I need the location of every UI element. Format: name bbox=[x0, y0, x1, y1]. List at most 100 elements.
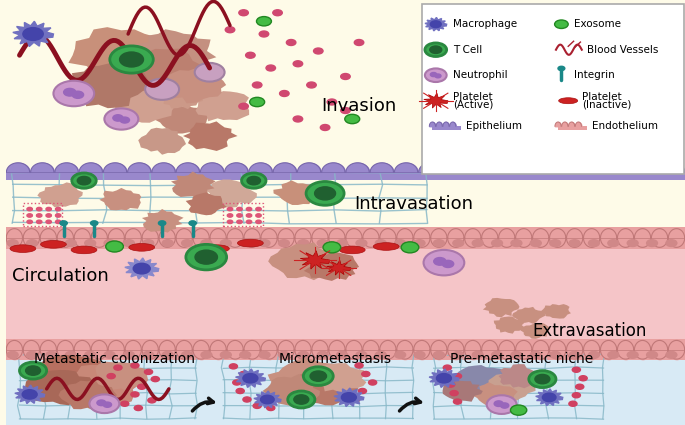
Circle shape bbox=[134, 405, 142, 411]
Polygon shape bbox=[268, 358, 343, 402]
Circle shape bbox=[340, 74, 350, 79]
Circle shape bbox=[239, 10, 249, 16]
Circle shape bbox=[425, 43, 447, 57]
Circle shape bbox=[288, 391, 315, 408]
Bar bbox=[6, 238, 685, 351]
Circle shape bbox=[472, 351, 483, 358]
Polygon shape bbox=[425, 17, 447, 31]
Text: Platelet: Platelet bbox=[453, 92, 493, 102]
Circle shape bbox=[355, 363, 363, 368]
Circle shape bbox=[195, 250, 217, 264]
Polygon shape bbox=[499, 364, 539, 388]
Circle shape bbox=[351, 397, 360, 402]
Circle shape bbox=[492, 351, 503, 358]
Circle shape bbox=[256, 214, 261, 217]
Text: Intravasation: Intravasation bbox=[354, 195, 473, 213]
Polygon shape bbox=[171, 171, 216, 198]
Circle shape bbox=[256, 17, 271, 26]
Circle shape bbox=[201, 351, 212, 358]
Circle shape bbox=[85, 240, 96, 246]
Circle shape bbox=[46, 207, 51, 211]
Circle shape bbox=[46, 220, 51, 224]
Circle shape bbox=[627, 240, 638, 246]
Circle shape bbox=[77, 176, 90, 185]
Bar bbox=[432, 126, 461, 130]
Circle shape bbox=[279, 240, 289, 246]
Circle shape bbox=[293, 116, 303, 122]
Circle shape bbox=[530, 240, 541, 246]
Circle shape bbox=[647, 240, 658, 246]
Polygon shape bbox=[153, 103, 212, 133]
Polygon shape bbox=[536, 389, 563, 406]
Bar bbox=[6, 339, 685, 350]
Circle shape bbox=[375, 240, 386, 246]
Text: Integrin: Integrin bbox=[573, 70, 614, 80]
Bar bbox=[6, 238, 685, 249]
Circle shape bbox=[182, 240, 192, 246]
Circle shape bbox=[647, 351, 658, 358]
Circle shape bbox=[492, 240, 503, 246]
Circle shape bbox=[453, 374, 462, 379]
Circle shape bbox=[494, 401, 503, 406]
Bar bbox=[558, 126, 586, 130]
Circle shape bbox=[227, 207, 233, 211]
Polygon shape bbox=[68, 27, 172, 83]
Polygon shape bbox=[15, 385, 45, 404]
Polygon shape bbox=[334, 388, 364, 407]
Circle shape bbox=[487, 395, 516, 414]
Circle shape bbox=[104, 240, 115, 246]
Circle shape bbox=[27, 214, 32, 217]
Polygon shape bbox=[304, 252, 359, 281]
Circle shape bbox=[260, 395, 274, 404]
Circle shape bbox=[256, 220, 261, 224]
Circle shape bbox=[195, 63, 225, 82]
Circle shape bbox=[201, 240, 212, 246]
Circle shape bbox=[158, 221, 166, 225]
Circle shape bbox=[19, 362, 47, 379]
Circle shape bbox=[121, 401, 129, 406]
Text: Invasion: Invasion bbox=[321, 97, 397, 115]
Circle shape bbox=[253, 403, 261, 408]
Circle shape bbox=[369, 380, 377, 385]
Ellipse shape bbox=[71, 246, 97, 254]
Circle shape bbox=[186, 244, 227, 270]
Circle shape bbox=[434, 258, 446, 265]
Circle shape bbox=[317, 240, 328, 246]
Circle shape bbox=[237, 220, 242, 224]
Polygon shape bbox=[512, 307, 546, 324]
Ellipse shape bbox=[339, 246, 365, 254]
Circle shape bbox=[8, 240, 18, 246]
Circle shape bbox=[247, 207, 251, 211]
Circle shape bbox=[336, 351, 347, 358]
Polygon shape bbox=[494, 317, 525, 334]
Polygon shape bbox=[429, 369, 459, 388]
Circle shape bbox=[336, 240, 347, 246]
Circle shape bbox=[72, 173, 96, 188]
Text: Epithelium: Epithelium bbox=[466, 121, 523, 131]
Circle shape bbox=[569, 401, 577, 406]
Circle shape bbox=[314, 48, 323, 54]
Bar bbox=[6, 227, 685, 238]
Circle shape bbox=[97, 400, 106, 405]
Circle shape bbox=[25, 366, 40, 375]
Circle shape bbox=[321, 125, 330, 130]
Circle shape bbox=[286, 40, 296, 45]
Circle shape bbox=[323, 242, 340, 253]
Circle shape bbox=[22, 390, 37, 399]
Polygon shape bbox=[236, 369, 265, 388]
Text: Macrophage: Macrophage bbox=[453, 19, 517, 29]
Circle shape bbox=[453, 351, 464, 358]
Ellipse shape bbox=[40, 241, 66, 248]
Polygon shape bbox=[300, 251, 330, 269]
Circle shape bbox=[107, 374, 115, 379]
Circle shape bbox=[627, 351, 638, 358]
Circle shape bbox=[294, 395, 309, 404]
Polygon shape bbox=[58, 380, 117, 411]
Circle shape bbox=[143, 351, 153, 358]
Circle shape bbox=[340, 108, 350, 113]
Text: Blood Vessels: Blood Vessels bbox=[587, 45, 658, 55]
Circle shape bbox=[27, 240, 38, 246]
Circle shape bbox=[60, 221, 67, 225]
Circle shape bbox=[356, 240, 367, 246]
Circle shape bbox=[362, 371, 370, 377]
